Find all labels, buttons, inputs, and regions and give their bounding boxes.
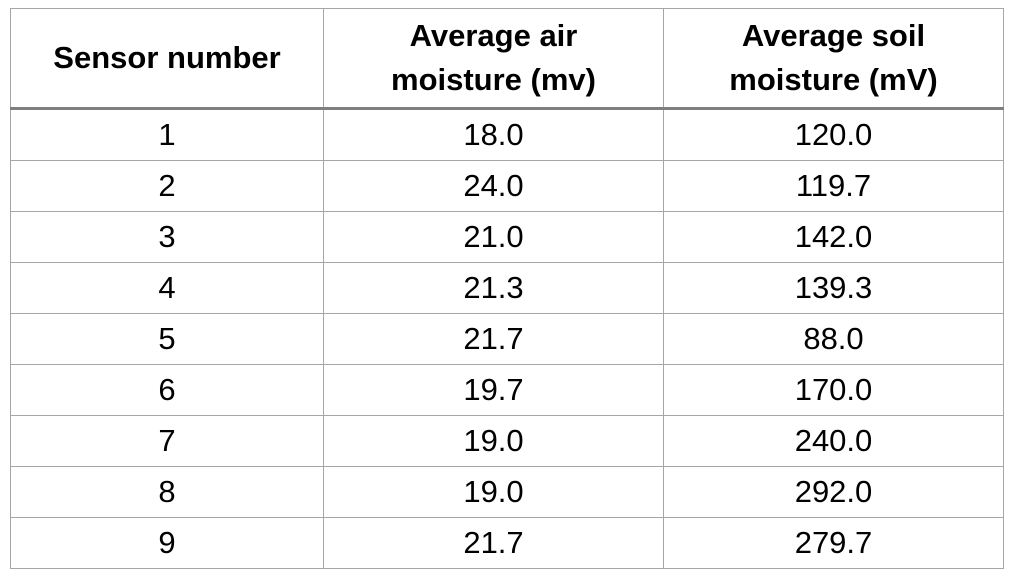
table-body: 1 18.0 120.0 2 24.0 119.7 3 21.0 142.0 4… (10, 108, 1004, 569)
cell-sensor-number: 5 (10, 313, 324, 365)
cell-soil-moisture: 240.0 (663, 415, 1004, 467)
table-row: 4 21.3 139.3 (10, 262, 1004, 314)
cell-soil-moisture: 279.7 (663, 517, 1004, 569)
cell-air-moisture: 21.7 (323, 313, 664, 365)
cell-air-moisture: 19.7 (323, 364, 664, 416)
header-average-air-moisture: Average air moisture (mv) (323, 8, 664, 110)
table-row: 6 19.7 170.0 (10, 364, 1004, 416)
cell-sensor-number: 6 (10, 364, 324, 416)
header-row: Sensor number Average air moisture (mv) … (10, 8, 1004, 110)
cell-sensor-number: 9 (10, 517, 324, 569)
cell-soil-moisture: 88.0 (663, 313, 1004, 365)
table-row: 2 24.0 119.7 (10, 160, 1004, 212)
table-row: 7 19.0 240.0 (10, 415, 1004, 467)
table-row: 9 21.7 279.7 (10, 517, 1004, 569)
cell-soil-moisture: 139.3 (663, 262, 1004, 314)
cell-sensor-number: 2 (10, 160, 324, 212)
cell-sensor-number: 1 (10, 108, 324, 161)
cell-soil-moisture: 142.0 (663, 211, 1004, 263)
header-average-soil-moisture: Average soil moisture (mV) (663, 8, 1004, 110)
cell-sensor-number: 8 (10, 466, 324, 518)
table-row: 3 21.0 142.0 (10, 211, 1004, 263)
cell-air-moisture: 19.0 (323, 415, 664, 467)
table-row: 8 19.0 292.0 (10, 466, 1004, 518)
cell-soil-moisture: 170.0 (663, 364, 1004, 416)
table-row: 5 21.7 88.0 (10, 313, 1004, 365)
sensor-moisture-table: Sensor number Average air moisture (mv) … (10, 8, 1004, 569)
cell-air-moisture: 19.0 (323, 466, 664, 518)
cell-air-moisture: 24.0 (323, 160, 664, 212)
cell-sensor-number: 4 (10, 262, 324, 314)
data-table-container: Sensor number Average air moisture (mv) … (10, 8, 1004, 569)
cell-soil-moisture: 119.7 (663, 160, 1004, 212)
table-header: Sensor number Average air moisture (mv) … (10, 8, 1004, 110)
cell-air-moisture: 18.0 (323, 108, 664, 161)
cell-air-moisture: 21.3 (323, 262, 664, 314)
cell-soil-moisture: 120.0 (663, 108, 1004, 161)
header-sensor-number: Sensor number (10, 8, 324, 110)
cell-sensor-number: 3 (10, 211, 324, 263)
cell-sensor-number: 7 (10, 415, 324, 467)
cell-air-moisture: 21.7 (323, 517, 664, 569)
cell-air-moisture: 21.0 (323, 211, 664, 263)
table-row: 1 18.0 120.0 (10, 108, 1004, 161)
cell-soil-moisture: 292.0 (663, 466, 1004, 518)
